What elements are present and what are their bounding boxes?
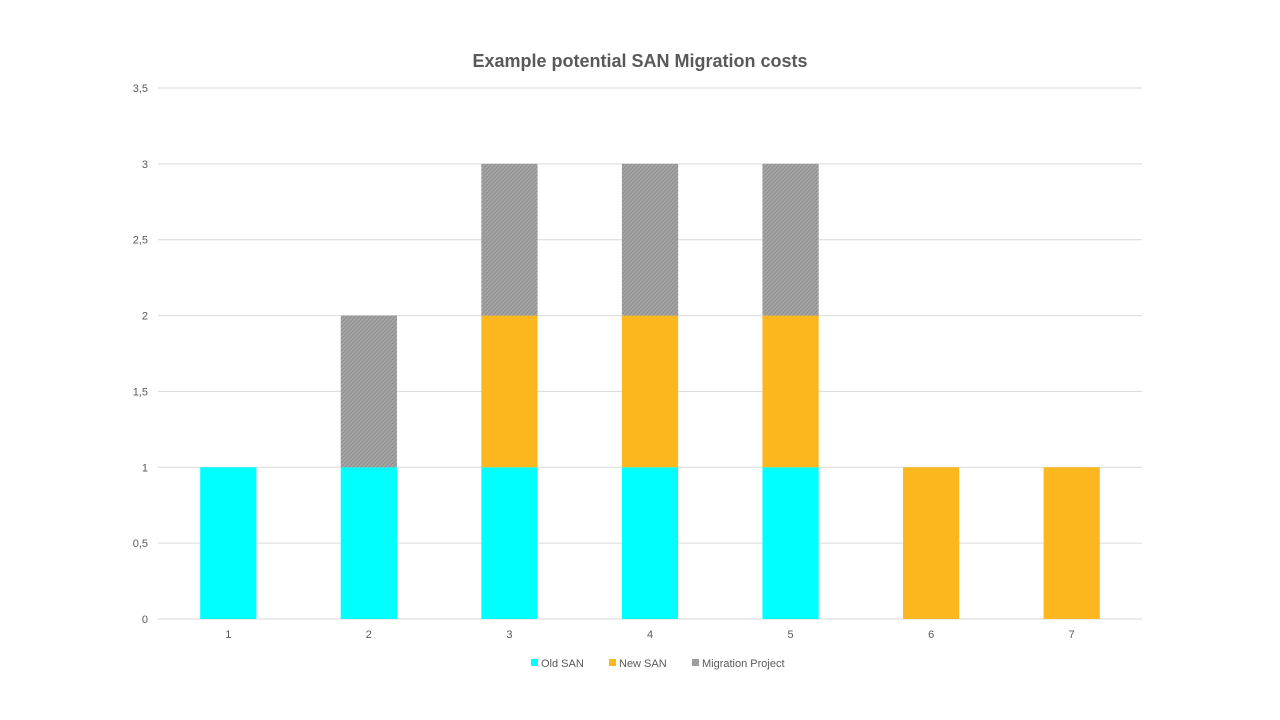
legend-label-new-san: New SAN (619, 658, 667, 670)
y-tick-label: 2,5 (133, 235, 148, 247)
y-tick-label: 0,5 (133, 538, 148, 550)
chart-title: Example potential SAN Migration costs (472, 51, 807, 71)
bar-old-san-3 (481, 467, 538, 619)
bar-new-san-7 (1043, 467, 1100, 619)
x-tick-label: 4 (647, 629, 653, 641)
legend-swatch-old-san (531, 659, 538, 666)
y-tick-label: 1,5 (133, 386, 148, 398)
y-tick-label: 0 (142, 614, 148, 626)
bar-old-san-4 (621, 467, 679, 619)
y-tick-label: 2 (142, 311, 148, 323)
legend: Old SAN New SAN Migration Project (531, 658, 785, 670)
bar-new-san-5 (762, 315, 819, 468)
y-tick-label: 3,5 (133, 83, 148, 95)
bars (200, 163, 1100, 619)
bar-migration-project-3 (481, 163, 538, 316)
bar-old-san-1 (200, 467, 257, 619)
bar-migration-project-4 (621, 163, 679, 316)
y-tick-label: 3 (142, 159, 148, 171)
x-tick-label: 3 (506, 629, 512, 641)
bar-new-san-6 (903, 467, 960, 619)
legend-label-old-san: Old SAN (541, 658, 584, 670)
y-axis-ticks: 0 0,5 1 1,5 2 2,5 3 3,5 (133, 83, 148, 626)
bar-new-san-3 (481, 315, 538, 468)
bar-old-san-2 (340, 467, 397, 619)
x-tick-label: 7 (1069, 629, 1075, 641)
legend-label-migration-project: Migration Project (702, 658, 785, 670)
x-axis-ticks: 1 2 3 4 5 6 7 (225, 629, 1075, 641)
bar-new-san-4 (621, 315, 679, 468)
legend-swatch-new-san (609, 659, 616, 666)
x-tick-label: 6 (928, 629, 934, 641)
bar-old-san-5 (762, 467, 819, 619)
bar-migration-project-5 (762, 163, 819, 316)
y-tick-label: 1 (142, 462, 148, 474)
x-tick-label: 5 (788, 629, 794, 641)
legend-swatch-migration-project (692, 659, 699, 666)
bar-migration-project-2 (340, 315, 397, 468)
x-tick-label: 1 (225, 629, 231, 641)
x-tick-label: 2 (366, 629, 372, 641)
